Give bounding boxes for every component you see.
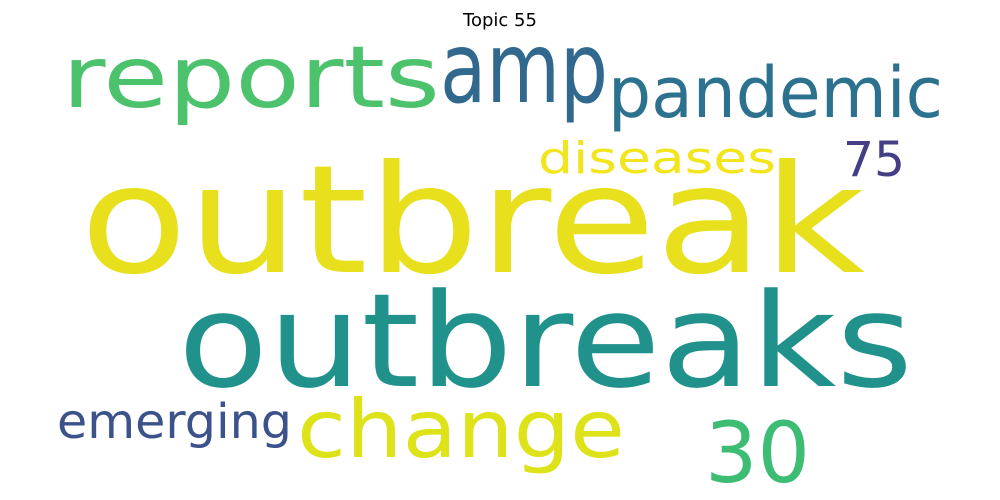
word-75: 75: [843, 132, 905, 188]
word-emerging: emerging: [57, 394, 292, 450]
word-outbreaks: outbreaks: [178, 265, 913, 417]
word-change: change: [297, 383, 625, 476]
chart-title: Topic 55: [463, 10, 537, 31]
word-diseases: diseases: [538, 133, 776, 184]
word-outbreak: outbreak: [80, 134, 865, 308]
word-reports: reports: [62, 28, 440, 128]
word-amp: amp: [440, 12, 608, 126]
word-pandemic: pandemic: [608, 52, 943, 134]
word-30: 30: [705, 404, 810, 500]
